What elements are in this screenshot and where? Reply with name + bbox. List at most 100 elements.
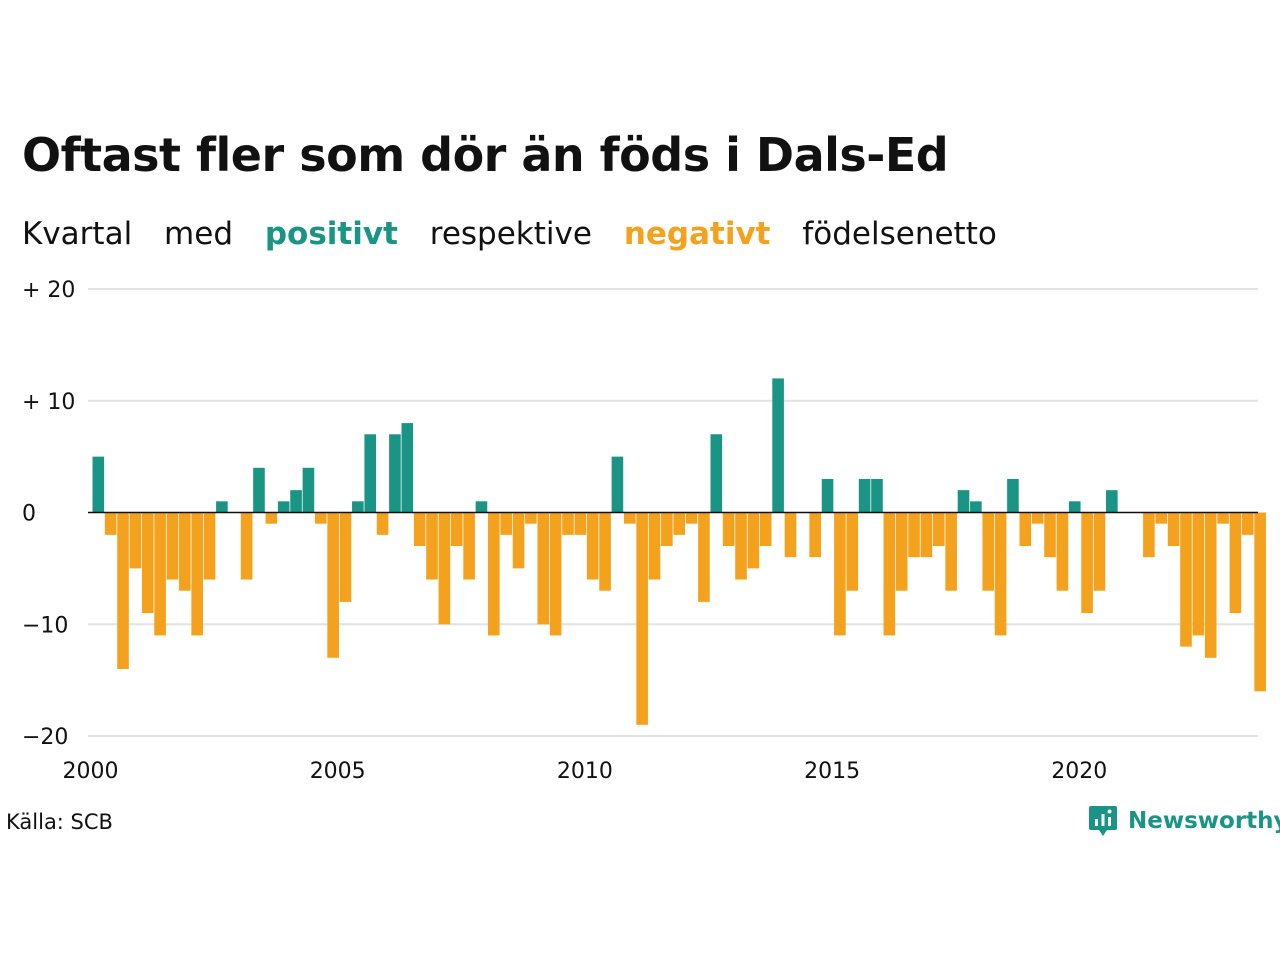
bar-2004-k2 (302, 467, 315, 513)
bar-2005-k3 (364, 434, 377, 513)
x-tick-label: 2020 (1051, 759, 1107, 784)
bar-2022-k4 (1217, 512, 1229, 524)
x-tick-label: 2010 (557, 759, 613, 784)
bar-2020-k3 (1106, 490, 1118, 513)
x-tick-label: 2015 (804, 759, 860, 784)
bar-2011-k1 (636, 512, 648, 725)
bar-2011-k2 (648, 512, 661, 580)
x-axis-tick-labels: 2000 2005 2010 2015 2020 (63, 759, 1108, 784)
bar-2008-k1 (488, 512, 500, 636)
x-tick-label: 2000 (63, 759, 119, 784)
bar-2023-k2 (1241, 512, 1254, 535)
bar-2010-k1 (586, 512, 599, 580)
bar-2012-k1 (685, 512, 698, 524)
bar-2014-k1 (784, 512, 797, 558)
bar-2017-k4 (970, 501, 982, 513)
bar-2013-k1 (735, 512, 747, 580)
bar-2015-k2 (846, 512, 859, 591)
bar-2010-k4 (623, 512, 636, 524)
bar-2002-k2 (203, 512, 216, 580)
bar-2004-k1 (290, 490, 302, 513)
subtitle-word-kvartal: Kvartal (22, 216, 133, 252)
bar-2015-k4 (871, 478, 883, 513)
bar-2001-k1 (141, 512, 154, 614)
bar-2017-k3 (957, 490, 970, 513)
bar-2011-k4 (673, 512, 686, 535)
bar-2012-k3 (710, 434, 723, 513)
bar-2016-k3 (908, 512, 920, 558)
bar-2019-k4 (1068, 501, 1081, 513)
newsworthy-logo-icon (1089, 806, 1117, 836)
bar-2014-k4 (821, 478, 834, 513)
bar-2000-k4 (129, 512, 142, 569)
bar-2000-k3 (117, 512, 129, 669)
bar-2022-k1 (1180, 512, 1192, 647)
bar-2010-k3 (611, 456, 624, 513)
bar-2008-k3 (512, 512, 525, 569)
bar-2012-k4 (722, 512, 735, 547)
chart-title: Oftast fler som dör än föds i Dals-Ed (22, 128, 949, 182)
gridlines (88, 288, 1258, 737)
bar-2019-k2 (1044, 512, 1056, 558)
bar-2012-k2 (698, 512, 710, 602)
bar-2001-k3 (166, 512, 179, 580)
bar-2007-k3 (463, 512, 475, 580)
bar-2018-k3 (1007, 478, 1019, 513)
bar-2009-k3 (562, 512, 574, 535)
bar-2008-k2 (500, 512, 512, 535)
bar-2020-k2 (1093, 512, 1106, 591)
y-tick-label: −20 (22, 725, 68, 750)
bar-2016-k1 (883, 512, 896, 636)
bar-2009-k4 (574, 512, 587, 535)
legend-positive-label: positivt (264, 216, 398, 252)
bar-2001-k4 (179, 512, 191, 591)
bar-2010-k2 (599, 512, 611, 591)
legend-negative-label: negativt (623, 216, 771, 252)
bar-2000-k2 (104, 512, 117, 535)
y-tick-label: 0 (22, 502, 36, 527)
bar-2021-k3 (1155, 512, 1168, 524)
bar-2006-k2 (401, 423, 414, 513)
bar-2000-k1 (92, 456, 105, 513)
bar-2017-k2 (945, 512, 957, 591)
brand-name: Newsworthy (1128, 808, 1280, 834)
y-tick-label: + 20 (22, 278, 75, 303)
bar-2023-k3 (1254, 512, 1266, 692)
bar-2005-k2 (352, 501, 364, 513)
bar-2016-k2 (895, 512, 908, 591)
bar-2021-k2 (1143, 512, 1155, 558)
bar-2009-k1 (537, 512, 550, 625)
bar-2007-k4 (475, 501, 488, 513)
bar-2022-k2 (1192, 512, 1205, 636)
bar-2001-k2 (154, 512, 166, 636)
bar-2018-k4 (1019, 512, 1032, 547)
newsworthy-brand[interactable]: Newsworthy (1088, 804, 1280, 838)
bar-2022-k3 (1204, 512, 1217, 658)
bar-2019-k1 (1031, 512, 1044, 524)
chart-subtitle: Kvartal med positivt respektive negativt… (22, 216, 1019, 252)
bar-2003-k1 (240, 512, 253, 580)
bar-2003-k4 (277, 501, 290, 513)
bar-2016-k4 (920, 512, 933, 558)
y-tick-label: + 10 (22, 390, 75, 415)
bar-2002-k3 (216, 501, 228, 513)
bar-2008-k4 (525, 512, 537, 524)
bar-2011-k3 (661, 512, 673, 547)
subtitle-word-fodelsenetto: födelsenetto (802, 216, 997, 252)
y-tick-label: −10 (22, 613, 68, 638)
bar-2006-k1 (389, 434, 401, 513)
subtitle-word-respektive: respektive (429, 216, 592, 252)
bar-2017-k1 (932, 512, 945, 547)
bar-2006-k3 (413, 512, 426, 547)
bar-2005-k4 (376, 512, 389, 535)
bar-2004-k3 (314, 512, 327, 524)
source-note: Källa: SCB (6, 810, 113, 834)
bar-2019-k3 (1056, 512, 1069, 591)
bar-2002-k1 (191, 512, 203, 636)
bar-2015-k3 (858, 478, 871, 513)
bars (92, 378, 1266, 725)
bar-2003-k3 (265, 512, 278, 524)
bar-2009-k2 (549, 512, 562, 636)
bar-2007-k1 (438, 512, 451, 625)
